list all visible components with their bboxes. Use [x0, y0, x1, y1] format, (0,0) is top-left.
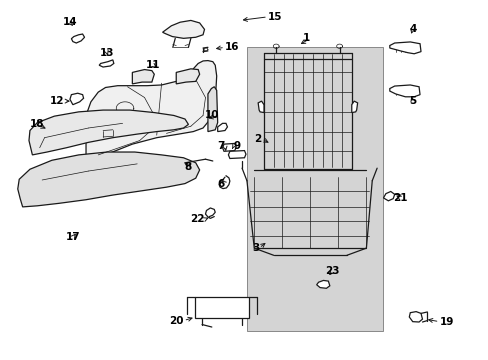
- Text: 11: 11: [146, 60, 160, 70]
- Polygon shape: [316, 280, 329, 288]
- Polygon shape: [71, 34, 84, 43]
- Polygon shape: [246, 47, 383, 330]
- Text: 13: 13: [100, 48, 114, 58]
- Text: 4: 4: [408, 24, 416, 35]
- Text: 2: 2: [254, 134, 261, 144]
- Text: 5: 5: [408, 96, 415, 106]
- Polygon shape: [29, 110, 188, 155]
- Polygon shape: [207, 87, 217, 132]
- Text: 19: 19: [439, 317, 453, 327]
- Polygon shape: [222, 143, 236, 151]
- Text: 14: 14: [62, 17, 77, 27]
- Text: 18: 18: [30, 120, 44, 129]
- Text: 10: 10: [204, 111, 219, 121]
- Text: 15: 15: [267, 12, 282, 22]
- Text: 17: 17: [65, 232, 80, 242]
- Polygon shape: [70, 93, 83, 105]
- Polygon shape: [217, 123, 227, 132]
- Text: 16: 16: [224, 42, 239, 52]
- Polygon shape: [383, 192, 394, 201]
- Text: 20: 20: [169, 316, 183, 325]
- Text: 9: 9: [233, 141, 241, 151]
- Polygon shape: [86, 60, 216, 171]
- Polygon shape: [408, 312, 422, 322]
- Polygon shape: [132, 69, 154, 84]
- Text: 23: 23: [325, 266, 339, 276]
- Text: 21: 21: [392, 193, 407, 203]
- Polygon shape: [351, 101, 357, 113]
- Text: 22: 22: [190, 215, 204, 224]
- Text: 8: 8: [184, 162, 192, 172]
- Text: 12: 12: [49, 96, 64, 106]
- Text: 7: 7: [217, 141, 224, 151]
- Polygon shape: [99, 60, 114, 67]
- Polygon shape: [194, 297, 249, 318]
- Polygon shape: [389, 42, 420, 54]
- Text: 3: 3: [251, 243, 259, 253]
- Polygon shape: [228, 150, 245, 158]
- Text: 1: 1: [303, 33, 310, 43]
- Polygon shape: [176, 69, 199, 84]
- Polygon shape: [18, 152, 199, 207]
- Polygon shape: [389, 85, 419, 97]
- Polygon shape: [258, 101, 264, 113]
- Text: 6: 6: [217, 179, 224, 189]
- Polygon shape: [162, 21, 204, 39]
